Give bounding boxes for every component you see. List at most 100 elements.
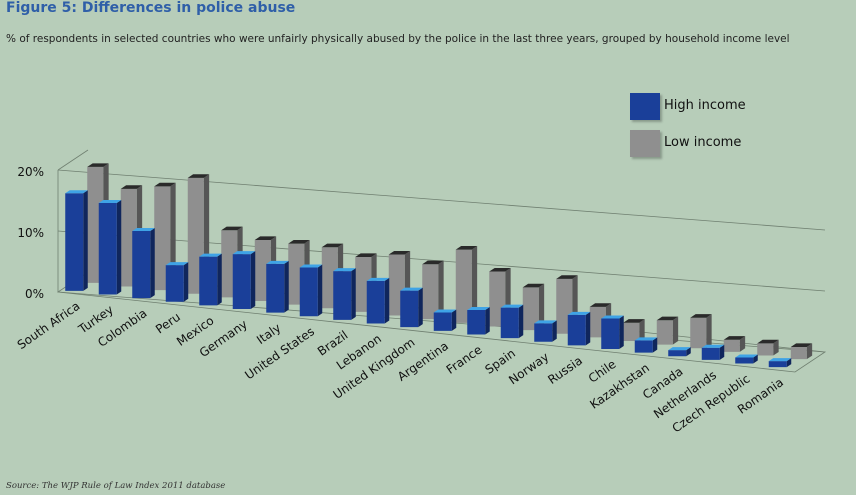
bar-low-income-14-top xyxy=(556,275,578,279)
bar-high-income-7 xyxy=(299,267,318,317)
bar-low-income-8-top xyxy=(355,253,377,258)
bar-low-income-0-top xyxy=(87,163,109,167)
bar-low-income-10-top xyxy=(422,260,444,265)
bar-high-income-20 xyxy=(735,357,754,364)
bar-high-income-0-side xyxy=(83,190,88,291)
bar-low-income-18 xyxy=(690,317,707,349)
bar-high-income-14 xyxy=(534,323,553,342)
bar-high-income-2-top xyxy=(132,227,155,231)
bar-high-income-15-top xyxy=(567,311,591,315)
bar-low-income-6-top xyxy=(288,240,310,244)
x-tick-label: France xyxy=(444,342,485,376)
bar-high-income-9-top xyxy=(366,277,390,281)
bar-low-income-4-top xyxy=(221,226,243,231)
y-tick-label: 10% xyxy=(17,226,44,240)
bar-low-income-17-top xyxy=(656,316,679,321)
wall-edge xyxy=(57,149,89,171)
bar-high-income-4 xyxy=(199,256,218,306)
bar-low-income-21-top xyxy=(790,343,813,347)
legend-label-low-income: Low income xyxy=(664,135,742,150)
bar-high-income-10-top xyxy=(400,287,423,291)
bar-low-income-13-top xyxy=(522,283,545,288)
bar-high-income-2 xyxy=(132,230,151,299)
bar-high-income-11 xyxy=(433,312,452,331)
bar-low-income-16 xyxy=(623,322,640,341)
bar-high-income-12-side xyxy=(485,307,490,335)
bar-low-income-2 xyxy=(154,186,171,291)
bar-high-income-19-top xyxy=(701,344,725,348)
bar-low-income-18-top xyxy=(690,314,712,318)
bar-high-income-1-top xyxy=(98,199,122,203)
bar-high-income-15-side xyxy=(585,311,591,346)
bar-low-income-21 xyxy=(790,346,807,360)
bar-high-income-11-side xyxy=(451,309,457,331)
bar-high-income-13-side xyxy=(518,304,524,339)
bar-low-income-20-side xyxy=(773,339,779,356)
bar-high-income-6-side xyxy=(284,260,289,313)
bar-low-income-17-side xyxy=(672,316,679,345)
bars xyxy=(65,163,813,368)
bar-high-income-3-side xyxy=(183,262,189,302)
bar-low-income-2-top xyxy=(154,182,176,187)
bar-high-income-21-top xyxy=(768,358,792,362)
y-tick-label: 20% xyxy=(17,165,44,179)
bar-high-income-5-top xyxy=(232,251,256,255)
bar-low-income-15-top xyxy=(589,303,612,307)
bar-high-income-16-side xyxy=(619,315,624,349)
bar-low-income-19 xyxy=(723,339,740,352)
bar-high-income-1-side xyxy=(116,199,122,295)
y-tick-label: 0% xyxy=(25,287,44,301)
bar-low-income-16-top xyxy=(623,319,645,323)
legend-swatch-low-income xyxy=(630,130,660,157)
x-tick-label: Russia xyxy=(545,353,585,387)
bar-low-income-17 xyxy=(656,320,673,345)
bar-high-income-13 xyxy=(500,307,519,339)
bar-high-income-8-top xyxy=(333,268,356,272)
bar-high-income-18-side xyxy=(686,347,691,357)
bar-high-income-16 xyxy=(601,318,620,349)
bar-low-income-20-top xyxy=(757,339,779,344)
legend-swatch-high-income xyxy=(630,93,660,120)
bar-low-income-21-side xyxy=(806,343,813,360)
bar-high-income-10-side xyxy=(418,287,423,328)
bar-high-income-7-top xyxy=(299,264,323,268)
bar-low-income-5-top xyxy=(254,236,277,240)
bar-high-income-6-top xyxy=(266,260,289,264)
bar-high-income-9-side xyxy=(384,277,390,324)
bar-high-income-4-side xyxy=(217,253,222,306)
bar-high-income-19-side xyxy=(719,344,725,360)
bar-high-income-17 xyxy=(634,340,653,353)
bar-low-income-9-top xyxy=(388,250,411,255)
bar-low-income-11 xyxy=(455,249,472,323)
bar-high-income-1 xyxy=(98,202,117,295)
bar-high-income-0 xyxy=(65,193,84,291)
bar-high-income-8-side xyxy=(351,268,356,320)
bar-low-income-11-side xyxy=(471,246,478,323)
bar-low-income-19-top xyxy=(723,336,746,340)
x-tick-label: Italy xyxy=(254,321,283,347)
bar-low-income-19-side xyxy=(739,336,746,352)
bar-low-income-16-side xyxy=(639,319,645,341)
bar-high-income-14-side xyxy=(552,320,557,342)
bar-high-income-7-side xyxy=(317,264,323,317)
bar-high-income-10 xyxy=(400,290,419,328)
x-tick-label: South Africa xyxy=(15,299,83,352)
bar-high-income-12 xyxy=(467,310,486,335)
bar-high-income-21-side xyxy=(786,358,792,368)
bar-high-income-19 xyxy=(701,347,720,360)
bar-low-income-13-side xyxy=(538,283,545,331)
bar-low-income-10-side xyxy=(438,260,444,320)
legend-label-high-income: High income xyxy=(664,98,746,113)
source-note: Source: The WJP Rule of Law Index 2011 d… xyxy=(6,481,226,491)
bar-high-income-11-top xyxy=(433,309,457,313)
bar-high-income-13-top xyxy=(500,304,524,308)
bar-low-income-11-top xyxy=(455,246,478,250)
bar-high-income-17-top xyxy=(634,337,658,341)
bar-low-income-13 xyxy=(522,287,539,331)
bar-high-income-5 xyxy=(232,254,251,309)
bar-high-income-18-top xyxy=(668,347,691,351)
bar-high-income-15 xyxy=(567,314,586,346)
bar-high-income-16-top xyxy=(601,315,624,319)
bar-low-income-1-top xyxy=(120,185,143,189)
